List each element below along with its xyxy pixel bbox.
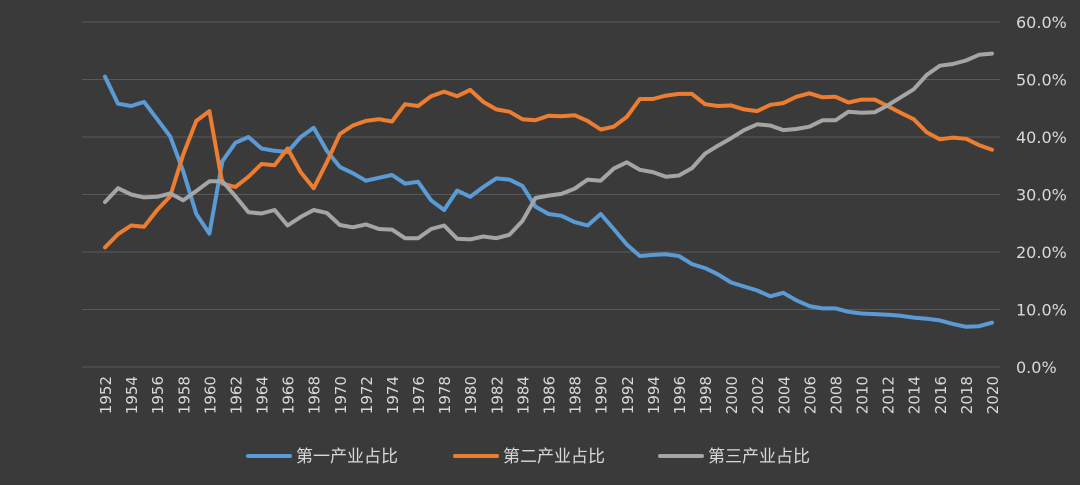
x-tick-label: 1978 (436, 376, 454, 414)
x-tick-label: 1990 (593, 376, 611, 414)
x-tick-label: 2018 (958, 376, 976, 414)
legend-label-tertiary-industry: 第三产业占比 (708, 447, 810, 467)
x-tick-label: 2000 (723, 376, 741, 414)
x-tick-label: 1960 (201, 376, 219, 414)
x-tick-label: 1968 (306, 376, 324, 414)
x-tick-label: 1962 (227, 376, 245, 414)
x-tick-label: 1974 (384, 376, 402, 414)
y-tick-label: 50.0% (1016, 71, 1067, 90)
x-tick-label: 1970 (332, 376, 350, 414)
y-tick-label: 40.0% (1016, 128, 1067, 147)
x-tick-label: 2006 (801, 376, 819, 414)
x-tick-label: 2004 (775, 376, 793, 414)
y-tick-label: 20.0% (1016, 243, 1067, 262)
x-tick-label: 1992 (619, 376, 637, 414)
y-tick-label: 0.0% (1016, 358, 1057, 377)
x-tick-label: 1952 (97, 376, 115, 414)
x-tick-label: 1996 (671, 376, 689, 414)
y-axis-ticks: 0.0% 10.0% 20.0% 30.0% 40.0% 50.0% 60.0% (1016, 13, 1067, 377)
y-tick-label: 10.0% (1016, 301, 1067, 320)
x-tick-label: 1980 (462, 376, 480, 414)
x-tick-label: 1964 (254, 376, 272, 414)
x-tick-label: 1994 (645, 376, 663, 414)
x-axis-ticks: 1952 1954 1956 1958 1960 1962 1964 1966 1968 1970… (97, 376, 1002, 414)
legend-label-primary-industry: 第一产业占比 (296, 447, 398, 467)
series-line-tertiary-industry (103, 51, 994, 242)
x-tick-label: 2010 (854, 376, 872, 414)
y-tick-label: 60.0% (1016, 13, 1067, 32)
x-tick-label: 2016 (932, 376, 950, 414)
x-tick-label: 1998 (697, 376, 715, 414)
legend: 第一产业占比 第二产业占比 第三产业占比 (246, 447, 810, 467)
x-tick-label: 1956 (149, 376, 167, 414)
y-tick-label: 30.0% (1016, 186, 1067, 205)
x-tick-label: 1972 (358, 376, 376, 414)
x-tick-label: 1988 (567, 376, 585, 414)
legend-label-secondary-industry: 第二产业占比 (503, 447, 605, 467)
series-line-secondary-industry (103, 87, 994, 250)
x-tick-label: 2014 (906, 376, 924, 414)
x-tick-label: 1976 (410, 376, 428, 414)
x-tick-label: 1986 (541, 376, 559, 414)
series-line-primary-industry (103, 74, 994, 329)
x-tick-label: 2008 (827, 376, 845, 414)
x-tick-label: 1958 (175, 376, 193, 414)
x-tick-label: 1966 (280, 376, 298, 414)
x-tick-label: 1984 (514, 376, 532, 414)
x-tick-label: 1982 (488, 376, 506, 414)
x-tick-label: 2020 (984, 376, 1002, 414)
x-tick-label: 2012 (880, 376, 898, 414)
series-lines (103, 51, 994, 329)
x-tick-label: 2002 (749, 376, 767, 414)
x-tick-label: 1954 (123, 376, 141, 414)
